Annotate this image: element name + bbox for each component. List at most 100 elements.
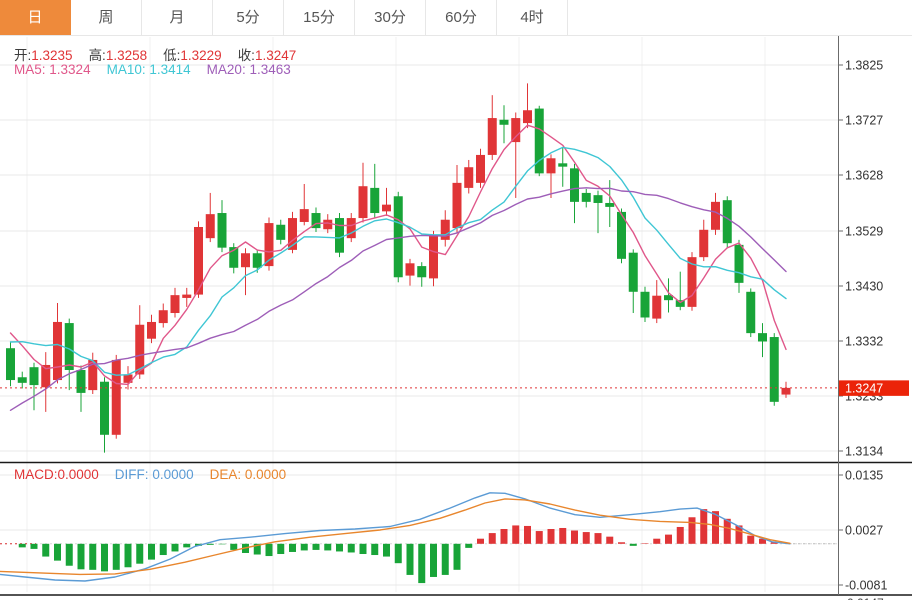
dea-value-legend: DEA: 0.0000 (210, 467, 287, 482)
price-axis-label: 1.3529 (845, 225, 883, 239)
candle-body (593, 195, 603, 203)
macd-label: MACD: (14, 467, 58, 482)
diff-value: 0.0000 (152, 467, 194, 482)
candle-body (393, 196, 403, 278)
tab-period-3[interactable]: 5分 (213, 0, 284, 35)
tab-period-5[interactable]: 30分 (355, 0, 426, 35)
macd-histogram-bar (289, 543, 296, 552)
macd-histogram-bar (735, 525, 743, 544)
dea-value: 0.0000 (244, 467, 287, 482)
macd-histogram-bar (629, 543, 637, 546)
candle-body (405, 263, 415, 276)
candle-body (640, 291, 650, 318)
candle-body (605, 202, 615, 207)
dea-line (0, 498, 791, 576)
candle-body (111, 359, 121, 435)
candle-body (464, 167, 474, 188)
macd-histogram-bar (770, 542, 778, 544)
candle-body (687, 257, 697, 307)
macd-histogram-bar (488, 533, 496, 544)
ma5-line (9, 124, 787, 386)
macd-legend: MACD:0.0000 DIFF: 0.0000 DEA: 0.0000 (14, 467, 286, 482)
candle-body (558, 163, 568, 167)
macd-histogram-bar (559, 527, 567, 544)
macd-histogram-bar (359, 543, 367, 555)
candle-body (699, 229, 709, 258)
candle-body (252, 253, 262, 268)
dea-label: DEA: (209, 467, 242, 482)
ma5-value: 1.3324 (49, 62, 91, 77)
price-axis-label: 1.3727 (845, 114, 883, 128)
tab-period-2[interactable]: 月 (142, 0, 213, 35)
diff-label: DIFF: (114, 467, 149, 482)
candle-body (781, 387, 791, 395)
candle-body (170, 295, 180, 314)
clipped-axis-label: -0.0147 (843, 597, 907, 600)
ma10-line (9, 146, 787, 376)
macd-histogram-bar (383, 543, 390, 557)
close-quote: 收:1.3247 (238, 44, 297, 64)
macd-histogram-bar (430, 543, 437, 577)
candle-body (487, 118, 497, 155)
candle-body (664, 295, 673, 301)
tab-period-1[interactable]: 周 (71, 0, 142, 35)
macd-histogram-bar (218, 543, 226, 545)
ma20-label: MA20: (206, 62, 246, 77)
low-value: 1.3229 (180, 48, 222, 63)
macd-histogram-bar (124, 543, 132, 568)
candle-body (229, 247, 239, 268)
macd-histogram-bar (406, 543, 414, 575)
candle-body (440, 219, 450, 240)
macd-histogram-bar (394, 543, 402, 564)
high-value: 1.3258 (105, 48, 148, 63)
candle-body (288, 218, 297, 250)
macd-histogram-bar (54, 543, 61, 561)
tab-period-0[interactable]: 日 (0, 0, 71, 35)
macd-histogram-bar (512, 525, 520, 544)
ma-legend: MA5: 1.3324 MA10: 1.3414 MA20: 1.3463 (14, 62, 291, 77)
macd-histogram-bar (101, 543, 108, 572)
macd-histogram-bar (582, 532, 590, 544)
candle-body (546, 158, 556, 174)
macd-histogram-bar (700, 509, 708, 544)
candle-body (358, 186, 368, 219)
macd-histogram-bar (594, 533, 602, 544)
macd-histogram-bar (665, 534, 672, 544)
candle-body (88, 359, 98, 391)
macd-histogram-bar (277, 543, 285, 555)
macd-axis-label: 0.0135 (845, 469, 883, 483)
candle-body (6, 348, 15, 381)
macd-histogram-bar (477, 538, 484, 544)
price-axis-label: 1.3430 (845, 280, 883, 294)
macd-value-legend: MACD:0.0000 (14, 467, 99, 482)
macd-histogram-bar (324, 543, 332, 551)
current-price-badge (839, 380, 909, 396)
candle-body (182, 294, 192, 298)
macd-histogram-bar (89, 543, 97, 570)
candle-body (628, 252, 638, 292)
macd-histogram-bar (336, 543, 343, 552)
candle-body (53, 321, 62, 381)
ma10-legend: MA10: 1.3414 (107, 62, 191, 77)
tab-period-7[interactable]: 4时 (497, 0, 568, 35)
candle-body (769, 337, 779, 402)
candle-body (217, 213, 227, 248)
tab-period-4[interactable]: 15分 (284, 0, 355, 35)
macd-histogram-bar (30, 543, 38, 549)
quote-row: 开:1.3235 高:1.3258 低:1.3229 收:1.3247 (14, 44, 296, 64)
macd-histogram-bar (453, 543, 461, 570)
macd-histogram-bar (77, 543, 85, 570)
tab-period-6[interactable]: 60分 (426, 0, 497, 35)
macd-histogram-bar (535, 531, 543, 544)
macd-histogram-bar (171, 543, 179, 552)
macd-histogram-bar (159, 543, 167, 556)
candle-body (758, 333, 767, 342)
macd-histogram-bar (465, 543, 473, 548)
candle-body (147, 321, 156, 339)
candle-body (511, 118, 521, 143)
macd-histogram-bar (206, 543, 214, 545)
candle-body (417, 266, 427, 278)
macd-histogram-bar (312, 543, 320, 550)
candle-body (711, 201, 720, 230)
